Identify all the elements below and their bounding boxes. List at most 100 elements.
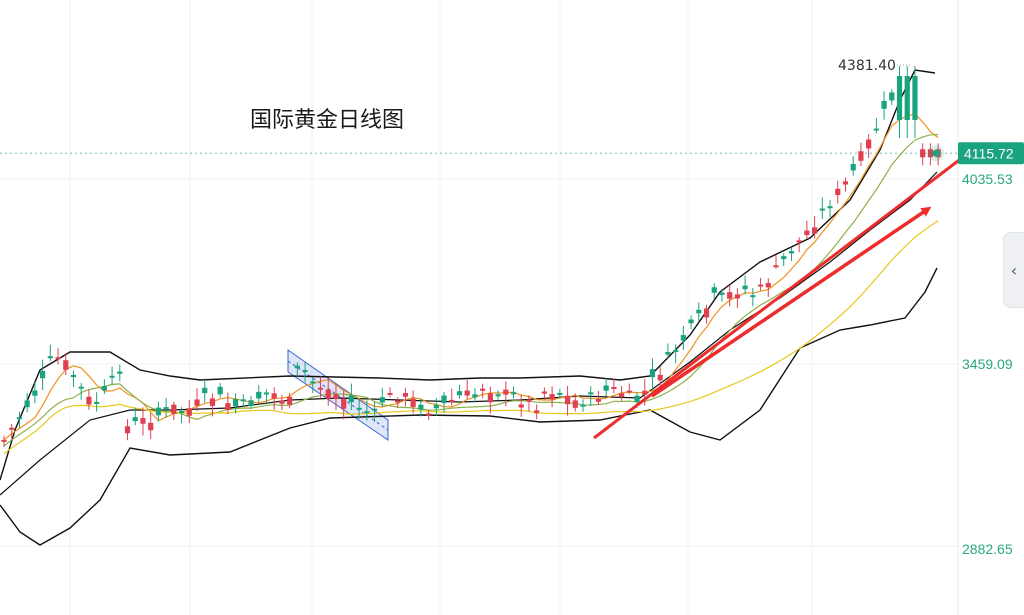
candle — [325, 378, 331, 406]
price-tick-label: 4035.53 — [962, 171, 1013, 187]
ma-mid — [3, 134, 939, 447]
price-tick-label: 4611.98 — [962, 0, 1012, 2]
candle — [649, 358, 656, 390]
candle-body — [611, 386, 617, 389]
candle-body — [402, 392, 409, 397]
candle-body — [101, 386, 107, 391]
candle — [426, 409, 432, 421]
candle — [842, 177, 849, 192]
candle — [40, 359, 46, 390]
candle-body — [163, 407, 169, 410]
candle-body — [317, 387, 324, 390]
candle — [248, 395, 254, 409]
candle-body — [657, 374, 663, 381]
candle-body — [464, 390, 470, 396]
candle-body — [294, 365, 300, 369]
candle-body — [757, 284, 764, 287]
candle-body — [873, 128, 879, 131]
candle-body — [387, 392, 393, 395]
candle-body — [395, 400, 401, 403]
candle — [920, 143, 926, 166]
candle-body — [626, 390, 632, 393]
candle — [47, 344, 53, 362]
candle — [487, 386, 493, 414]
bollinger-mid — [0, 171, 938, 496]
candle — [866, 134, 872, 158]
candle — [217, 383, 223, 398]
candle-body — [765, 283, 771, 288]
overlay-labels: 4381.40 国际黄金日线图 — [250, 58, 910, 133]
candle-body — [441, 395, 447, 404]
candle — [742, 275, 748, 295]
candle — [773, 255, 779, 269]
candle — [665, 343, 671, 359]
candle-body — [256, 391, 262, 399]
candle-body — [94, 401, 100, 404]
candle — [580, 399, 586, 412]
candle — [117, 364, 123, 382]
candle-body — [904, 75, 910, 120]
candle — [402, 387, 409, 407]
candle-body — [426, 413, 432, 416]
candle-body — [155, 407, 161, 416]
bollinger-upper — [0, 69, 936, 481]
candle — [781, 253, 787, 267]
candle-body — [117, 371, 123, 374]
candle — [24, 392, 30, 413]
candle — [727, 284, 733, 307]
candle — [595, 390, 602, 406]
candle — [873, 117, 879, 134]
candle-body — [202, 387, 208, 394]
candle-body — [109, 375, 115, 378]
candle — [418, 398, 424, 417]
candle-body — [86, 396, 92, 405]
current-price-tag: 4115.72 — [928, 142, 1024, 165]
candle-body — [263, 392, 270, 395]
candle — [341, 390, 347, 420]
candle-body — [696, 309, 702, 314]
candle — [317, 376, 324, 398]
candle-body — [371, 408, 378, 411]
candle-body — [233, 399, 239, 407]
candle-body — [711, 287, 717, 293]
candle — [750, 288, 756, 307]
trend-arrow — [651, 206, 932, 398]
candle — [719, 288, 725, 302]
candle-body — [209, 398, 216, 406]
side-panel-toggle[interactable]: ‹ — [1003, 232, 1024, 308]
candle-body — [217, 386, 223, 395]
candle-body — [348, 395, 354, 403]
candle-body — [225, 403, 231, 410]
candle-body — [564, 395, 571, 405]
candle-body — [804, 230, 810, 236]
candle-body — [588, 392, 594, 395]
candle — [55, 348, 61, 365]
candle — [233, 393, 239, 414]
candle — [109, 366, 115, 386]
candle-body — [866, 139, 872, 149]
candle-body — [534, 410, 540, 414]
candle — [788, 247, 795, 261]
candle — [410, 390, 416, 414]
candle-body — [673, 350, 679, 353]
candle-body — [619, 393, 625, 398]
candle — [464, 379, 470, 399]
candle-body — [279, 400, 285, 404]
candle — [441, 392, 447, 413]
candle-body — [518, 404, 524, 408]
candle — [287, 393, 293, 409]
candle-body — [495, 394, 501, 397]
current-price-label: 4115.72 — [964, 145, 1014, 161]
candle — [101, 379, 107, 395]
candle-body — [47, 356, 53, 359]
candle — [155, 401, 161, 422]
candle-body — [1, 439, 7, 442]
candle — [804, 220, 810, 239]
candle — [757, 277, 764, 291]
candle-body — [742, 285, 748, 290]
candle — [688, 315, 694, 330]
candle — [549, 386, 555, 408]
candle-body — [9, 427, 15, 430]
